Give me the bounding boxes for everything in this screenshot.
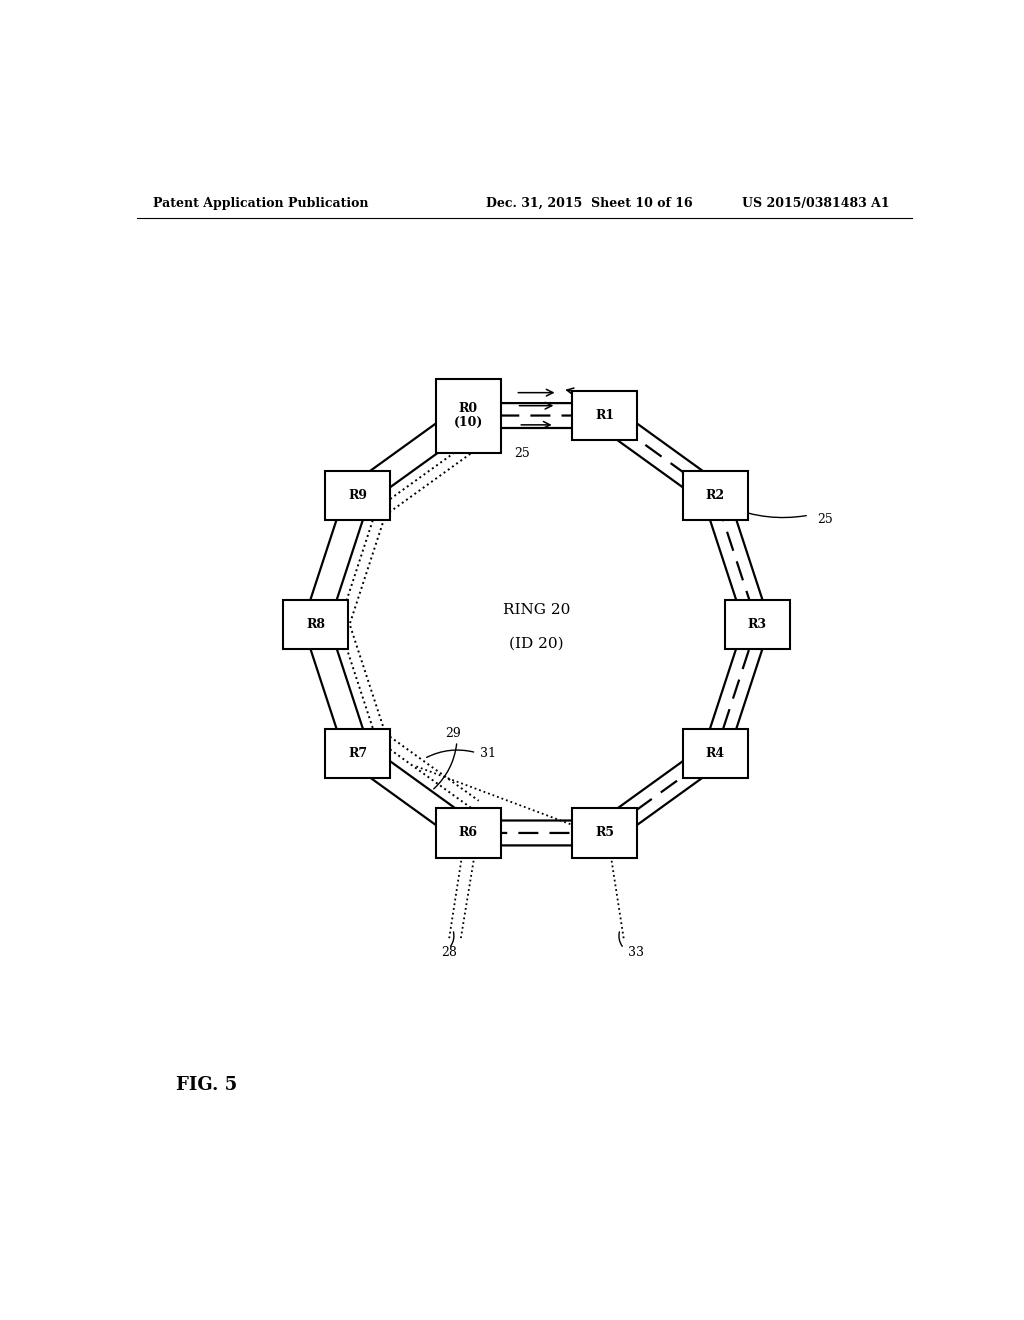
FancyBboxPatch shape bbox=[326, 729, 390, 777]
FancyBboxPatch shape bbox=[683, 729, 748, 777]
Text: R2: R2 bbox=[706, 488, 725, 502]
Text: Dec. 31, 2015  Sheet 10 of 16: Dec. 31, 2015 Sheet 10 of 16 bbox=[486, 197, 692, 210]
FancyBboxPatch shape bbox=[435, 379, 501, 453]
Text: RING 20: RING 20 bbox=[503, 603, 570, 618]
Text: (ID 20): (ID 20) bbox=[509, 636, 564, 651]
Text: R7: R7 bbox=[348, 747, 368, 760]
Text: R6: R6 bbox=[459, 826, 477, 840]
Text: 28: 28 bbox=[441, 946, 457, 960]
Text: 33: 33 bbox=[628, 946, 644, 960]
Text: 25: 25 bbox=[817, 513, 833, 525]
Text: Patent Application Publication: Patent Application Publication bbox=[153, 197, 369, 210]
Text: R0
(10): R0 (10) bbox=[454, 403, 483, 429]
Text: 25: 25 bbox=[515, 447, 530, 459]
FancyBboxPatch shape bbox=[683, 471, 748, 520]
FancyBboxPatch shape bbox=[572, 391, 637, 440]
Text: R5: R5 bbox=[595, 826, 614, 840]
Text: 29: 29 bbox=[445, 727, 461, 741]
Text: R9: R9 bbox=[348, 488, 368, 502]
FancyBboxPatch shape bbox=[572, 808, 637, 858]
Text: FIG. 5: FIG. 5 bbox=[176, 1076, 238, 1094]
FancyBboxPatch shape bbox=[725, 599, 790, 649]
FancyBboxPatch shape bbox=[435, 808, 501, 858]
Text: R4: R4 bbox=[706, 747, 725, 760]
FancyBboxPatch shape bbox=[326, 471, 390, 520]
Text: R8: R8 bbox=[306, 618, 325, 631]
Text: US 2015/0381483 A1: US 2015/0381483 A1 bbox=[741, 197, 890, 210]
Text: 31: 31 bbox=[480, 747, 497, 759]
FancyBboxPatch shape bbox=[283, 599, 348, 649]
Text: R1: R1 bbox=[595, 409, 614, 422]
Text: R3: R3 bbox=[748, 618, 767, 631]
